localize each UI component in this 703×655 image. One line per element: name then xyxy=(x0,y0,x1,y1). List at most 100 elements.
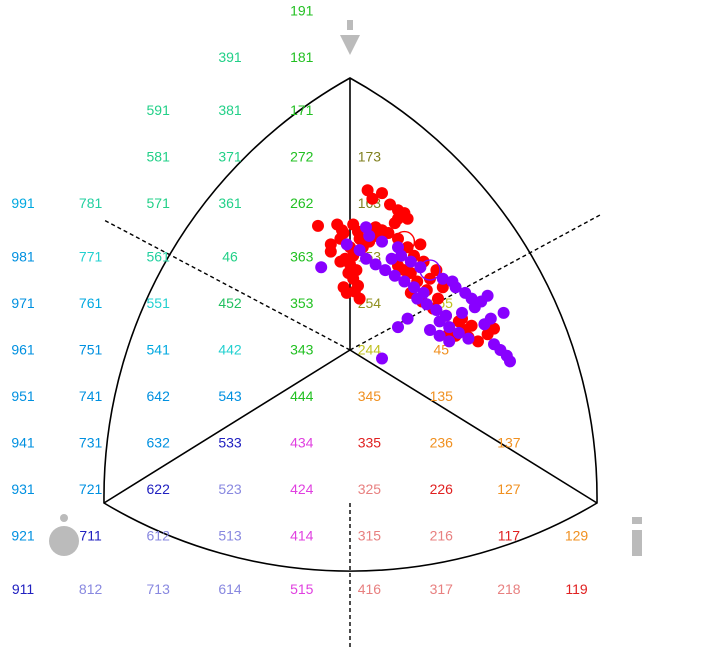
data-point xyxy=(392,321,404,334)
grid-label: 991 xyxy=(11,195,35,211)
data-point xyxy=(395,249,408,262)
grid-label: 424 xyxy=(290,481,314,497)
grid-label: 911 xyxy=(12,581,35,597)
data-point xyxy=(424,272,436,285)
data-point xyxy=(420,298,433,311)
data-point xyxy=(337,227,350,239)
grid-label: 561 xyxy=(147,248,171,264)
data-point xyxy=(481,289,494,302)
data-point xyxy=(497,306,510,319)
data-point xyxy=(404,255,417,268)
data-point xyxy=(443,335,456,348)
grid-label: 721 xyxy=(79,481,103,497)
grid-label: 315 xyxy=(358,528,382,544)
data-point xyxy=(331,218,344,231)
right-cap-icon xyxy=(632,517,642,524)
data-point xyxy=(388,269,401,282)
data-point xyxy=(388,217,401,230)
data-point xyxy=(414,238,427,251)
grid-label: 127 xyxy=(497,481,521,497)
grid-label: 591 xyxy=(147,102,171,118)
data-point xyxy=(376,187,388,200)
grid-label: 632 xyxy=(147,435,171,451)
grid-label: 416 xyxy=(358,581,382,597)
data-point xyxy=(456,306,468,319)
series-mean-marker xyxy=(419,259,441,281)
grid-label: 713 xyxy=(147,581,171,597)
data-point xyxy=(443,321,456,334)
data-point xyxy=(430,304,443,316)
grid-label: 191 xyxy=(290,2,314,18)
grid-label: 262 xyxy=(290,195,314,211)
data-point xyxy=(432,292,444,305)
data-point xyxy=(472,335,484,348)
data-point xyxy=(452,326,465,339)
data-point xyxy=(361,184,374,197)
grid-label: 226 xyxy=(430,481,454,497)
grid-label: 361 xyxy=(218,195,242,211)
grid-label: 533 xyxy=(218,435,242,451)
grid-label: 117 xyxy=(498,528,521,544)
center-to-left-line xyxy=(103,349,351,504)
data-point xyxy=(337,281,350,294)
grid-label: 444 xyxy=(290,388,314,404)
grid-label: 711 xyxy=(79,528,102,544)
grid-label: 543 xyxy=(218,388,242,404)
grid-label: 363 xyxy=(290,248,314,264)
grid-label: 119 xyxy=(565,581,588,597)
grid-label: 391 xyxy=(218,49,242,65)
grid-label: 941 xyxy=(11,435,35,451)
data-point xyxy=(436,272,449,285)
data-point xyxy=(376,352,388,365)
data-point xyxy=(360,252,372,265)
data-point xyxy=(353,292,366,305)
grid-label: 541 xyxy=(147,342,171,358)
grid-label: 129 xyxy=(565,528,589,544)
grid-label: 581 xyxy=(147,149,171,165)
data-point xyxy=(312,219,324,232)
grid-label: 921 xyxy=(11,528,35,544)
data-point xyxy=(446,275,459,288)
grid-label: 345 xyxy=(358,388,382,404)
data-point xyxy=(353,244,366,257)
data-point xyxy=(465,292,478,305)
grid-label: 981 xyxy=(11,248,35,264)
grid-label: 751 xyxy=(79,342,103,358)
grid-label: 381 xyxy=(218,102,242,118)
grid-label: 761 xyxy=(79,295,103,311)
grid-label: 137 xyxy=(497,435,521,451)
grid-label: 812 xyxy=(79,581,103,597)
grid-label: 741 xyxy=(79,388,103,404)
data-point xyxy=(379,264,392,277)
data-point xyxy=(424,324,436,336)
grid-label: 272 xyxy=(290,149,314,165)
data-point xyxy=(481,328,494,341)
grid-label: 523 xyxy=(218,481,242,497)
grid-label: 961 xyxy=(11,342,35,358)
right-bar-icon xyxy=(632,530,642,556)
grid-label: 771 xyxy=(79,248,103,264)
grid-label: 614 xyxy=(218,581,242,597)
grid-label: 218 xyxy=(497,581,521,597)
grid-label: 781 xyxy=(79,195,103,211)
curved-triangle-border xyxy=(103,77,598,572)
grid-label: 171 xyxy=(290,102,314,118)
grid-label: 414 xyxy=(290,528,314,544)
grid-label: 515 xyxy=(290,581,314,597)
data-points xyxy=(312,184,516,368)
data-point xyxy=(334,255,347,268)
grid-label: 236 xyxy=(430,435,454,451)
grid-label: 244 xyxy=(358,342,382,358)
grid-label: 513 xyxy=(218,528,242,544)
grid-label: 642 xyxy=(147,388,171,404)
grid-label: 931 xyxy=(11,481,35,497)
data-point xyxy=(369,258,382,271)
data-point xyxy=(433,329,446,342)
data-point xyxy=(315,261,328,274)
grid-label: 335 xyxy=(358,435,382,451)
data-point xyxy=(363,229,376,242)
dashed-line-upper-right xyxy=(349,214,601,351)
grid-label: 452 xyxy=(218,295,242,311)
data-point xyxy=(504,355,516,368)
